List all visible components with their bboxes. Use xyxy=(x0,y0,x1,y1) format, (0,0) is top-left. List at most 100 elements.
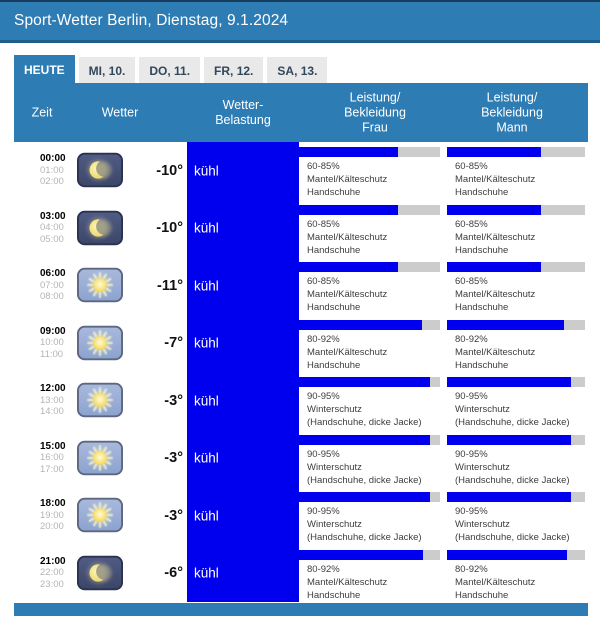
table-row: 03:00 04:00 05:00 -10° kühl 60-85% Mante… xyxy=(14,199,588,257)
clothing-line-1: Mantel/Kälteschutz xyxy=(455,289,536,301)
clothing-line-1: Winterschutz xyxy=(455,404,510,416)
time-slot: 12:00 13:00 14:00 xyxy=(40,383,66,417)
belastung-label: kühl xyxy=(194,163,219,179)
clothing-line-2: (Handschuhe, dicke Jacke) xyxy=(455,417,570,429)
temperature-value: -10° xyxy=(156,220,183,237)
clothing-line-2: Handschuhe xyxy=(455,359,509,371)
clothing-line-1: Mantel/Kälteschutz xyxy=(307,231,388,243)
table-row: 18:00 19:00 20:00 -3° kühl 90-95% Winter… xyxy=(14,487,588,545)
leistung-mann-cell: 90-95% Winterschutz (Handschuhe, dicke J… xyxy=(447,492,585,545)
table-row: 00:00 01:00 02:00 -10° kühl 60-85% Mante… xyxy=(14,142,588,200)
page-title: Sport-Wetter Berlin, Dienstag, 9.1.2024 xyxy=(14,12,289,29)
clothing-line-1: Winterschutz xyxy=(307,404,362,416)
clothing-line-2: Handschuhe xyxy=(307,187,361,199)
performance-bar xyxy=(447,147,585,157)
sun-icon xyxy=(77,325,123,361)
clothing-line-1: Winterschutz xyxy=(455,461,510,473)
performance-percent: 90-95% xyxy=(307,506,340,517)
clothing-line-2: Handschuhe xyxy=(307,589,361,601)
wetterbelastung-cell: kühl xyxy=(187,257,299,315)
clothing-line-1: Mantel/Kälteschutz xyxy=(307,289,388,301)
clothing-line-2: (Handschuhe, dicke Jacke) xyxy=(307,474,422,486)
temperature-value: -3° xyxy=(164,392,183,409)
performance-percent: 80-92% xyxy=(455,563,488,575)
column-header-wetter: Wetter xyxy=(101,105,139,119)
clothing-line-2: Handschuhe xyxy=(307,359,361,371)
tab-mi-10[interactable]: MI, 10. xyxy=(78,57,136,85)
sun-icon xyxy=(77,440,123,476)
performance-bar xyxy=(299,549,440,560)
table-row: 09:00 10:00 11:00 -7° kühl 80-92% Mantel… xyxy=(14,314,588,373)
performance-bar xyxy=(299,434,440,445)
tab-sa-13[interactable]: SA, 13. xyxy=(267,57,328,85)
temperature-value: -3° xyxy=(164,450,183,467)
title-bar: Sport-Wetter Berlin, Dienstag, 9.1.2024 xyxy=(0,2,600,40)
tab-do-11[interactable]: DO, 11. xyxy=(139,57,201,85)
clothing-line-2: (Handschuhe, dicke Jacke) xyxy=(307,417,422,429)
clothing-line-1: Mantel/Kälteschutz xyxy=(455,174,536,186)
performance-percent: 90-95% xyxy=(307,448,340,460)
clothing-line-2: (Handschuhe, dicke Jacke) xyxy=(455,474,570,486)
column-header-wetterbelastung: Wetter- Belastung xyxy=(215,97,271,127)
performance-percent: 60-85% xyxy=(455,161,488,172)
performance-percent: 60-85% xyxy=(307,218,340,230)
leistung-mann-cell: 60-85% Mantel/Kälteschutz Handschuhe xyxy=(447,262,585,315)
clothing-line-1: Mantel/Kälteschutz xyxy=(455,231,536,243)
belastung-label: kühl xyxy=(194,220,219,236)
clothing-line-1: Winterschutz xyxy=(307,461,362,473)
clothing-line-1: Mantel/Kälteschutz xyxy=(455,346,536,358)
tab-heute[interactable]: HEUTE xyxy=(14,55,75,85)
sun-icon xyxy=(77,497,123,533)
performance-bar xyxy=(299,377,440,387)
leistung-mann-cell: 80-92% Mantel/Kälteschutz Handschuhe xyxy=(447,319,585,373)
title-bar-underline xyxy=(0,40,600,43)
table-row: 06:00 07:00 08:00 -11° kühl 60-85% Mante… xyxy=(14,257,588,315)
leistung-frau-cell: 90-95% Winterschutz (Handschuhe, dicke J… xyxy=(299,492,440,545)
wetterbelastung-cell: kühl xyxy=(187,142,299,200)
leistung-frau-cell: 60-85% Mantel/Kälteschutz Handschuhe xyxy=(299,147,440,200)
leistung-frau-cell: 80-92% Mantel/Kälteschutz Handschuhe xyxy=(299,549,440,603)
performance-bar xyxy=(299,262,440,272)
leistung-frau-cell: 80-92% Mantel/Kälteschutz Handschuhe xyxy=(299,319,440,373)
temperature-value: -6° xyxy=(164,565,183,582)
performance-bar xyxy=(299,319,440,330)
performance-bar xyxy=(447,262,585,272)
belastung-label: kühl xyxy=(194,450,219,466)
time-slot: 21:00 22:00 23:00 xyxy=(40,555,66,590)
time-slot: 09:00 10:00 11:00 xyxy=(40,325,66,360)
sun-icon xyxy=(77,267,123,303)
temperature-value: -10° xyxy=(156,162,183,179)
clothing-line-2: (Handschuhe, dicke Jacke) xyxy=(307,532,422,544)
performance-bar xyxy=(299,147,440,157)
moon-icon xyxy=(77,555,123,591)
temperature-value: -3° xyxy=(164,507,183,524)
day-tabs: HEUTE MI, 10. DO, 11. FR, 12. SA, 13. xyxy=(14,55,328,85)
clothing-line-1: Mantel/Kälteschutz xyxy=(455,576,536,588)
column-header-leistung-frau: Leistung/ Bekleidung Frau xyxy=(344,90,406,134)
performance-percent: 90-95% xyxy=(307,391,340,402)
performance-percent: 90-95% xyxy=(455,506,488,517)
performance-bar xyxy=(447,204,585,215)
table-body: 00:00 01:00 02:00 -10° kühl 60-85% Mante… xyxy=(14,142,588,602)
clothing-line-1: Winterschutz xyxy=(307,519,362,531)
time-slot: 15:00 16:00 17:00 xyxy=(40,440,66,475)
clothing-line-1: Mantel/Kälteschutz xyxy=(307,174,388,186)
leistung-frau-cell: 90-95% Winterschutz (Handschuhe, dicke J… xyxy=(299,434,440,488)
wetterbelastung-cell: kühl xyxy=(187,544,299,602)
wetterbelastung-cell: kühl xyxy=(187,199,299,257)
clothing-line-2: Handschuhe xyxy=(307,302,361,314)
clothing-line-2: Handschuhe xyxy=(307,244,361,256)
leistung-mann-cell: 90-95% Winterschutz (Handschuhe, dicke J… xyxy=(447,434,585,488)
clothing-line-1: Mantel/Kälteschutz xyxy=(307,346,388,358)
tab-fr-12[interactable]: FR, 12. xyxy=(204,57,264,85)
clothing-line-2: Handschuhe xyxy=(455,302,509,314)
performance-percent: 60-85% xyxy=(455,276,488,287)
table-row: 15:00 16:00 17:00 -3° kühl 90-95% Winter… xyxy=(14,429,588,488)
performance-percent: 80-92% xyxy=(455,333,488,345)
belastung-label: kühl xyxy=(194,278,219,294)
performance-bar xyxy=(447,377,585,387)
performance-percent: 90-95% xyxy=(455,448,488,460)
clothing-line-2: Handschuhe xyxy=(455,589,509,601)
performance-bar xyxy=(447,319,585,330)
